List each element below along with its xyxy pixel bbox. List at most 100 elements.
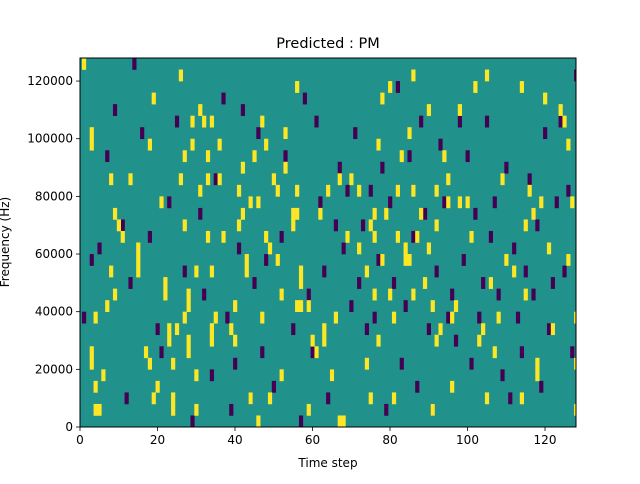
heatmap-cell-high [364,357,369,370]
heatmap-cell-high [182,150,187,163]
heatmap-cell-low [527,173,532,186]
heatmap-cell-low [465,150,470,163]
heatmap-cell-high [558,104,563,116]
heatmap-cell-high [295,184,300,197]
heatmap-cell-high [202,115,207,128]
x-tick-label: 120 [534,433,557,447]
heatmap-cell-high [267,242,273,255]
heatmap-cell-high [159,196,164,209]
heatmap-cell-high [155,380,160,393]
heatmap-cell-low [554,196,559,209]
heatmap-cell-high [81,58,87,70]
heatmap-cell-high [167,323,172,336]
heatmap-cell-low [442,196,447,209]
heatmap-cell-low [395,81,400,93]
heatmap-cell-low [488,230,493,243]
heatmap-cell-high [473,81,478,93]
heatmap-cell-low [112,104,118,116]
heatmap-cell-high [434,334,439,347]
heatmap-cell-high [221,230,226,243]
heatmap-cell-high [450,380,455,393]
heatmap-cell-high [570,196,575,209]
heatmap-cell-high [205,150,211,163]
heatmap-cell-high [314,346,319,359]
heatmap-cell-high [492,346,497,359]
heatmap-cell-high [186,288,191,301]
heatmap-cell-low [291,323,296,336]
heatmap-cell-high [399,150,404,163]
heatmap-cell-high [190,115,195,128]
heatmap-cell-high [194,265,199,278]
heatmap-cell-high [372,207,377,220]
heatmap-cell-high [357,242,362,255]
heatmap-cell-low [531,288,536,301]
y-tick-label: 80000 [35,189,73,203]
heatmap-cell-high [260,311,265,324]
heatmap-cell-high [411,184,416,197]
heatmap-cell-low [461,254,466,266]
heatmap-cell-high [430,300,435,312]
heatmap-cell-high [357,184,362,197]
heatmap-cell-high [368,392,373,405]
heatmap-cell-low [473,207,478,220]
heatmap-cell-high [531,207,536,220]
heatmap-cell-high [411,69,416,82]
heatmap-cell-high [403,254,408,266]
heatmap-cell-low [128,277,133,289]
heatmap-cell-high [194,403,199,416]
heatmap-cell-high [322,323,327,336]
heatmap-cell-high [562,115,567,128]
heatmap-cell-high [190,138,195,151]
heatmap-cell-high [550,323,555,336]
heatmap-cell-high [527,184,532,197]
heatmap-cell-low [515,311,521,324]
heatmap-cell-high [112,288,118,301]
heatmap-cell-low [469,357,474,370]
heatmap-cell-low [326,392,331,405]
heatmap-cell-low [570,346,575,359]
heatmap-cell-high [442,150,447,163]
heatmap-cell-high [151,392,156,405]
heatmap-cell-low [446,311,451,324]
heatmap-cell-low [105,150,110,163]
heatmap-cell-high [349,173,354,186]
heatmap-cell-high [194,369,199,382]
heatmap-cell-high [174,323,180,336]
heatmap-cell-high [326,184,331,197]
heatmap-cell-high [182,219,187,232]
heatmap-cell-high [151,92,156,105]
heatmap-cell-high [465,196,470,209]
heatmap-cell-low [484,115,490,128]
heatmap-cell-low [97,242,102,255]
heatmap-cell-high [484,69,490,82]
heatmap-cell-high [240,161,245,174]
heatmap-cell-high [97,403,102,416]
heatmap-cell-low [302,92,307,105]
heatmap-cell-high [384,207,389,220]
heatmap-cell-high [395,230,400,243]
heatmap-cell-high [252,150,257,163]
heatmap-cell-low [333,219,338,232]
heatmap-cell-low [353,127,358,140]
y-tick-label: 100000 [27,132,73,146]
heatmap-cell-high [419,207,424,220]
heatmap-cell-high [543,92,548,105]
heatmap-cell-low [233,357,238,370]
heatmap-cell-high [178,69,183,82]
heatmap-cell-low [543,127,548,140]
heatmap-cell-high [112,207,118,220]
heatmap-cell-low [508,392,513,405]
heatmap-cell-high [364,265,369,278]
heatmap-cell-low [264,254,269,266]
heatmap-cell-high [89,138,94,151]
heatmap-cell-high [171,403,176,416]
heatmap-cell-low [256,127,261,140]
heatmap-cell-high [333,311,338,324]
plot-area [79,57,577,428]
heatmap-cell-low [260,346,265,359]
heatmap-cell-high [574,403,577,416]
heatmap-cell-low [364,323,369,336]
heatmap-cell-low [376,254,381,266]
heatmap-cell-high [481,323,486,336]
